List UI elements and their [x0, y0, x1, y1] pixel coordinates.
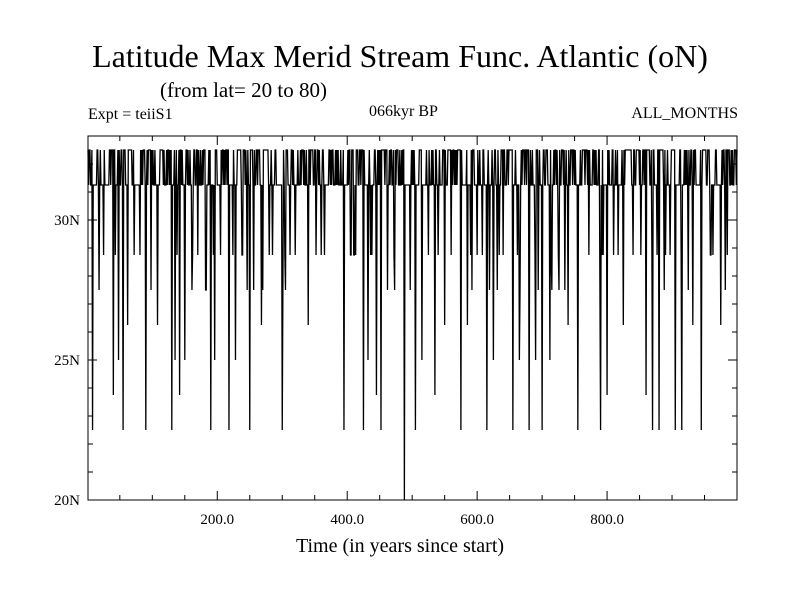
months-label: ALL_MONTHS	[631, 105, 738, 122]
y-tick-label: 25N	[54, 353, 80, 369]
chart-title: Latitude Max Merid Stream Func. Atlantic…	[92, 38, 708, 74]
y-tick-label: 20N	[54, 493, 80, 509]
x-tick-label: 800.0	[590, 512, 624, 528]
period-label: 066kyr BP	[369, 103, 438, 120]
x-tick-label: 400.0	[330, 512, 364, 528]
chart-subtitle: (from lat= 20 to 80)	[160, 78, 327, 102]
x-tick-label: 200.0	[200, 512, 234, 528]
x-axis-label: Time (in years since start)	[295, 535, 505, 557]
x-tick-label: 600.0	[460, 512, 494, 528]
y-tick-label: 30N	[54, 213, 80, 229]
experiment-label: Expt = teiiS1	[88, 106, 173, 123]
series-line	[87, 149, 738, 501]
